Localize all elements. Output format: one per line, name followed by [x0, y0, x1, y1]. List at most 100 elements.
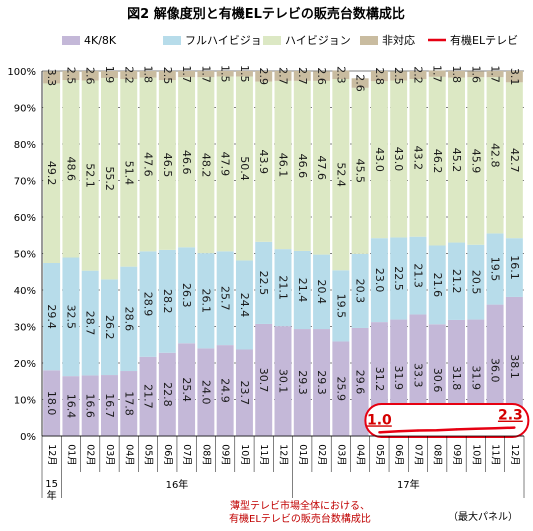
data-label: 2.3	[334, 66, 347, 84]
data-label: 19.5	[334, 294, 347, 319]
data-label: 47.6	[142, 152, 155, 177]
data-label: 30.7	[257, 368, 270, 393]
data-label: 29.6	[354, 370, 367, 395]
y-tick-label: 60%	[14, 213, 36, 224]
bar-segment	[351, 78, 369, 88]
data-label: 22.5	[392, 266, 405, 291]
data-label: 2.5	[161, 67, 174, 85]
annotation-line: 薄型テレビ市場全体における、	[230, 499, 370, 512]
bar-segment	[486, 77, 504, 234]
data-label: 47.9	[219, 152, 232, 177]
data-label: 43.0	[392, 147, 405, 172]
bar-segment	[178, 77, 196, 248]
x-tick-label: 10月	[470, 444, 481, 466]
data-label: 28.7	[84, 311, 97, 336]
bar-segment	[351, 327, 369, 436]
bar-segment	[332, 79, 350, 271]
data-label: 43.2	[411, 146, 424, 171]
data-label: 32.5	[64, 305, 77, 330]
bar-segment	[235, 76, 253, 261]
data-label: 1.7	[431, 65, 444, 83]
data-label: 33.3	[411, 363, 424, 388]
x-tick-label: 12月	[278, 444, 289, 466]
x-axis: 12月 01月 02月 03月 04月 05月 06月 07月 08月 09月 10月 11月 12月 0…	[41, 435, 525, 502]
bar-segment	[351, 87, 369, 254]
legend-swatch	[263, 36, 281, 45]
data-label: 1.5	[219, 65, 232, 83]
data-label: 2.2	[122, 66, 135, 84]
data-label: 50.4	[238, 156, 251, 181]
bar-segment	[62, 257, 80, 377]
data-label: 49.2	[45, 161, 58, 186]
data-label: 16.6	[84, 393, 97, 418]
bar-segment	[81, 270, 99, 376]
data-label: 3.1	[508, 68, 521, 86]
bar-segment	[81, 71, 99, 81]
data-label: 52.4	[334, 162, 347, 187]
bar-segment	[197, 348, 215, 436]
data-label: 30.1	[277, 369, 290, 394]
data-label: 51.4	[122, 161, 135, 186]
data-label: 29.3	[296, 370, 309, 395]
data-label: 21.7	[142, 384, 155, 409]
data-label: 1.8	[450, 66, 463, 84]
bar-segment	[43, 262, 61, 371]
data-label: 1.8	[142, 66, 155, 84]
bar-segment	[120, 71, 138, 80]
x-tick-label: 09月	[451, 444, 462, 466]
data-label: 24.4	[238, 293, 251, 318]
data-label: 1.7	[180, 65, 193, 83]
bar-segment	[100, 279, 118, 376]
bar-segment	[158, 352, 176, 436]
bar-segment	[274, 80, 292, 250]
data-label: 47.6	[315, 155, 328, 180]
bar-segment	[178, 247, 196, 344]
bar-segment	[120, 79, 138, 267]
x-tick-label: 01月	[65, 444, 76, 466]
data-label: 45.9	[469, 149, 482, 174]
data-label: 24.9	[219, 378, 232, 403]
data-label: 42.8	[489, 143, 502, 168]
bar-segment	[505, 71, 523, 83]
bar-segment	[409, 236, 427, 315]
data-label: 45.2	[450, 148, 463, 173]
data-label: 46.1	[277, 153, 290, 178]
data-label: 28.6	[122, 307, 135, 332]
y-tick-label: 50%	[14, 250, 36, 261]
bar-segment	[197, 71, 215, 78]
bar-segment	[255, 71, 273, 82]
bar-segment	[235, 349, 253, 436]
data-label: 1.6	[469, 66, 482, 84]
data-label: 36.0	[489, 358, 502, 383]
data-label: 21.1	[277, 275, 290, 300]
bar-segment	[332, 270, 350, 342]
bars	[43, 70, 523, 436]
bar-segment	[274, 326, 292, 436]
year-label: 15	[45, 479, 58, 490]
bar-segment	[43, 83, 61, 263]
oled-point	[474, 427, 477, 430]
data-label: 2.2	[411, 66, 424, 84]
data-label: 2.6	[354, 74, 367, 92]
data-label: 24.0	[199, 380, 212, 405]
data-label: 1.7	[199, 65, 212, 83]
x-tick-label: 08月	[432, 444, 443, 466]
data-label: 29.4	[45, 304, 58, 329]
data-label: 21.6	[431, 273, 444, 298]
y-tick-label: 100%	[7, 67, 36, 78]
data-label: 2.8	[373, 67, 386, 85]
year-label: 17年	[397, 478, 420, 491]
bar-segment	[216, 76, 234, 252]
bar-segment	[351, 253, 369, 328]
y-tick-label: 20%	[14, 359, 36, 370]
oled-line-group: 1.0 2.3	[364, 403, 530, 438]
bar-segment	[428, 76, 446, 246]
x-tick-label: 04月	[355, 444, 366, 466]
x-tick-label: 01月	[297, 444, 308, 466]
bar-segment	[313, 329, 331, 436]
x-tick-label: 05月	[143, 444, 154, 466]
data-label: 2.6	[84, 67, 97, 85]
bar-segment	[139, 251, 157, 357]
bar-segment	[62, 71, 80, 81]
oled-label-first: 1.0	[367, 412, 392, 428]
